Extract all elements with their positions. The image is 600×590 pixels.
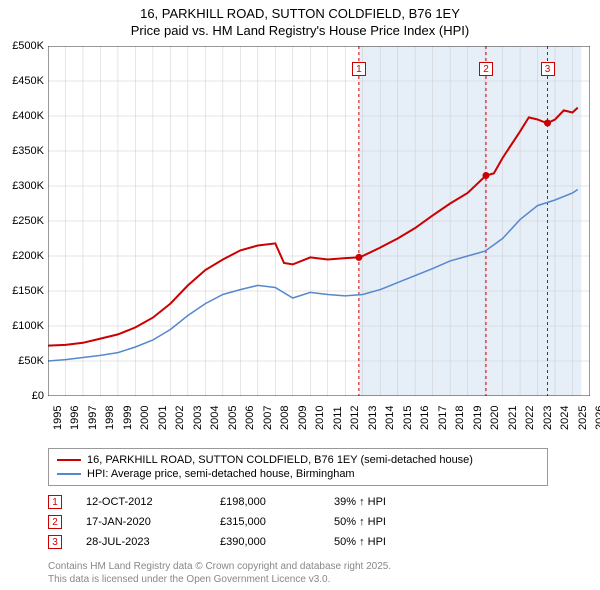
sale-dot [355,254,362,261]
x-tick-label: 2026 [594,406,600,430]
y-tick-label: £450K [12,75,44,87]
legend-label: 16, PARKHILL ROAD, SUTTON COLDFIELD, B76… [87,454,473,466]
x-tick-label: 2017 [437,406,449,430]
x-tick-label: 2005 [227,406,239,430]
footer-line-1: Contains HM Land Registry data © Crown c… [48,560,391,573]
sale-dot [544,120,551,127]
sale-marker-badge: 3 [541,62,555,76]
sale-marker-badge: 2 [479,62,493,76]
x-tick-label: 2002 [174,406,186,430]
y-tick-label: £350K [12,145,44,157]
y-tick-label: £50K [18,355,44,367]
x-tick-label: 2018 [454,406,466,430]
y-tick-label: £250K [12,215,44,227]
x-tick-label: 2003 [192,406,204,430]
y-tick-label: £500K [12,40,44,52]
sale-marker-badge: 1 [352,62,366,76]
x-tick-label: 1995 [52,406,64,430]
x-tick-label: 2019 [472,406,484,430]
x-tick-label: 2012 [349,406,361,430]
sale-delta: 50% ↑ HPI [334,536,386,548]
y-tick-label: £0 [32,390,44,402]
x-tick-label: 2021 [507,406,519,430]
x-tick-label: 2000 [139,406,151,430]
sales-table: 1 12-OCT-2012 £198,000 39% ↑ HPI 2 17-JAN-202… [48,492,386,552]
sale-badge: 3 [48,535,62,549]
x-tick-label: 2011 [332,406,344,430]
x-tick-label: 2008 [279,406,291,430]
legend-swatch [57,459,81,461]
sale-delta: 50% ↑ HPI [334,516,386,528]
title-line-2: Price paid vs. HM Land Registry's House … [0,23,600,40]
x-tick-label: 1999 [122,406,134,430]
x-tick-label: 2013 [367,406,379,430]
chart-container: 16, PARKHILL ROAD, SUTTON COLDFIELD, B76… [0,0,600,590]
sale-date: 12-OCT-2012 [86,496,196,508]
x-tick-label: 2006 [244,406,256,430]
x-tick-label: 2022 [524,406,536,430]
x-tick-label: 2016 [419,406,431,430]
sale-delta: 39% ↑ HPI [334,496,386,508]
sale-price: £390,000 [220,536,310,548]
sale-row: 2 17-JAN-2020 £315,000 50% ↑ HPI [48,512,386,532]
x-tick-label: 2020 [489,406,501,430]
x-tick-label: 2010 [314,406,326,430]
y-tick-label: £200K [12,250,44,262]
y-tick-label: £300K [12,180,44,192]
sale-row: 3 28-JUL-2023 £390,000 50% ↑ HPI [48,532,386,552]
legend: 16, PARKHILL ROAD, SUTTON COLDFIELD, B76… [48,448,548,486]
sale-badge: 2 [48,515,62,529]
y-tick-label: £150K [12,285,44,297]
x-tick-label: 2025 [577,406,589,430]
plot-area: 1 2 3 [48,46,590,396]
x-tick-label: 2009 [297,406,309,430]
sale-badge: 1 [48,495,62,509]
chart-svg [48,46,590,396]
sale-date: 28-JUL-2023 [86,536,196,548]
sale-dot [482,172,489,179]
x-tick-label: 1996 [69,406,81,430]
x-tick-label: 2007 [262,406,274,430]
x-tick-label: 2004 [209,406,221,430]
legend-item: HPI: Average price, semi-detached house,… [57,467,539,481]
sale-date: 17-JAN-2020 [86,516,196,528]
title-line-1: 16, PARKHILL ROAD, SUTTON COLDFIELD, B76… [0,6,600,23]
sale-row: 1 12-OCT-2012 £198,000 39% ↑ HPI [48,492,386,512]
x-tick-label: 1997 [87,406,99,430]
sale-price: £315,000 [220,516,310,528]
legend-item: 16, PARKHILL ROAD, SUTTON COLDFIELD, B76… [57,453,539,467]
x-tick-label: 2014 [384,406,396,430]
x-tick-label: 2015 [402,406,414,430]
footer: Contains HM Land Registry data © Crown c… [48,560,391,586]
legend-label: HPI: Average price, semi-detached house,… [87,468,355,480]
footer-line-2: This data is licensed under the Open Gov… [48,573,391,586]
legend-swatch [57,473,81,475]
y-axis-labels: £0£50K£100K£150K£200K£250K£300K£350K£400… [0,46,46,396]
x-tick-label: 2023 [542,406,554,430]
y-tick-label: £100K [12,320,44,332]
x-tick-label: 1998 [104,406,116,430]
x-axis-labels: 1995 1996 1997 1998 1999 2000 2001 2002 2003 2004… [48,400,590,446]
x-tick-label: 2024 [559,406,571,430]
y-tick-label: £400K [12,110,44,122]
chart-title: 16, PARKHILL ROAD, SUTTON COLDFIELD, B76… [0,0,600,40]
sale-price: £198,000 [220,496,310,508]
x-tick-label: 2001 [157,406,169,430]
